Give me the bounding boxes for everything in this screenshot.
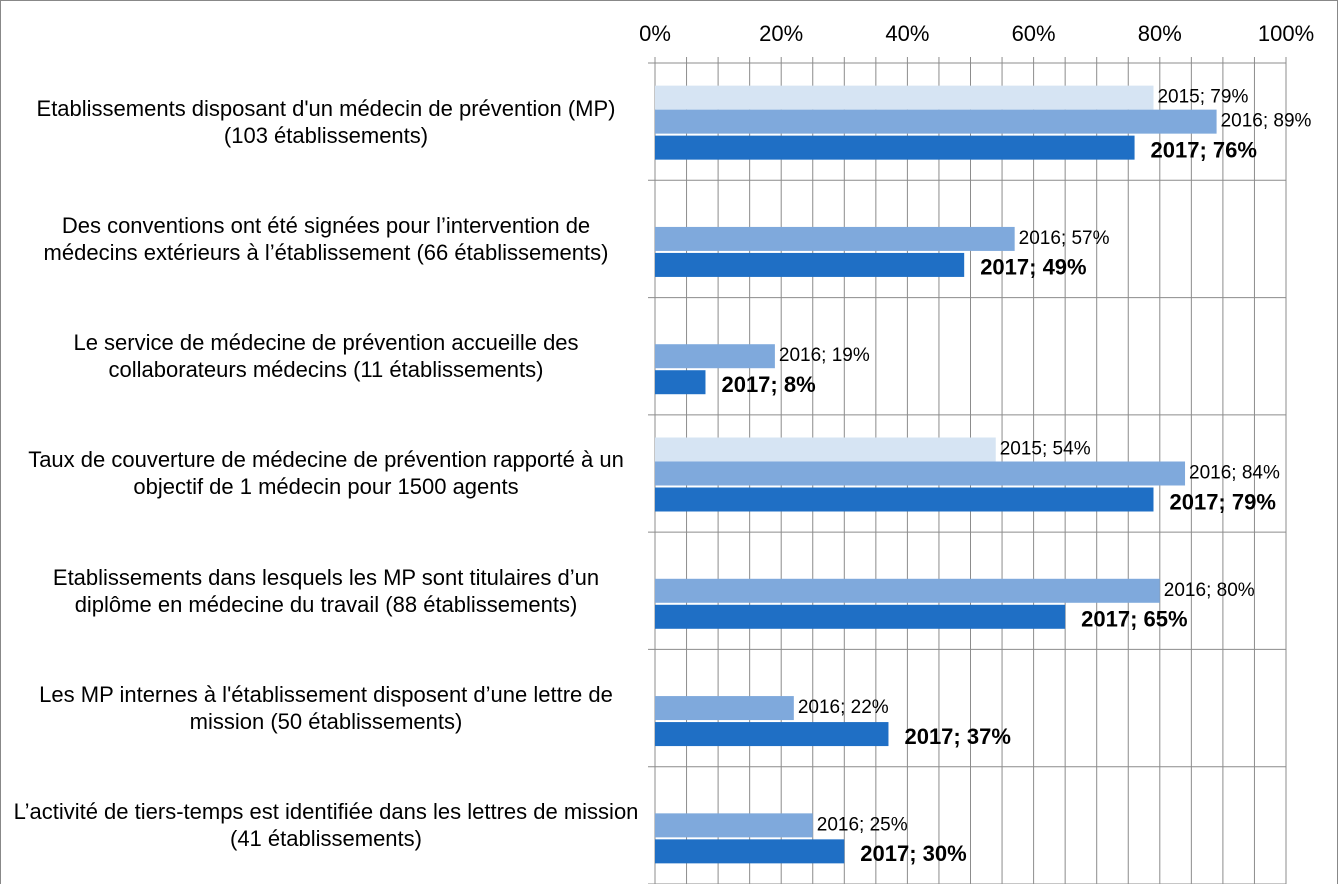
category-label: Des conventions ont été signées pour l’i…: [43, 212, 609, 265]
bar: [655, 578, 1160, 603]
bar: [655, 487, 1154, 512]
category-label: Taux de couverture de médecine de préven…: [28, 447, 624, 500]
x-tick-label: 80%: [1138, 21, 1182, 46]
value-label: 2017; 37%: [904, 724, 1010, 749]
value-label: 2016; 19%: [779, 345, 870, 366]
bar: [655, 604, 1066, 629]
value-label: 2015; 54%: [1000, 439, 1091, 460]
bar: [655, 696, 794, 721]
value-label: 2016; 22%: [798, 697, 889, 718]
x-tick-label: 40%: [885, 21, 929, 46]
value-label: 2016; 89%: [1221, 111, 1312, 132]
bar: [655, 109, 1217, 134]
category-label: Etablissements disposant d'un médecin de…: [36, 95, 616, 148]
bar: [655, 437, 996, 462]
value-label: 2017; 8%: [721, 372, 815, 397]
bar: [655, 813, 813, 838]
category-label: L’activité de tiers-temps est identifiée…: [13, 799, 639, 852]
x-tick-label: 20%: [759, 21, 803, 46]
x-tick-label: 0%: [639, 21, 671, 46]
bar: [655, 839, 845, 864]
x-tick-label: 60%: [1012, 21, 1056, 46]
value-label: 2015; 79%: [1157, 87, 1248, 108]
bar: [655, 226, 1015, 251]
value-label: 2017; 30%: [860, 841, 966, 866]
bar: [655, 722, 889, 747]
bar: [655, 370, 706, 395]
value-label: 2017; 49%: [980, 255, 1086, 280]
category-label: Etablissements dans lesquels les MP sont…: [52, 564, 600, 617]
value-label: 2017; 79%: [1169, 489, 1275, 514]
value-label: 2016; 57%: [1019, 228, 1110, 249]
value-label: 2017; 76%: [1151, 137, 1257, 162]
x-tick-label: 100%: [1258, 21, 1314, 46]
category-label: Le service de médecine de prévention acc…: [73, 330, 579, 383]
bar: [655, 135, 1135, 160]
bar: [655, 252, 965, 277]
bar: [655, 85, 1154, 110]
bar: [655, 344, 775, 369]
value-label: 2016; 25%: [817, 814, 908, 835]
bar: [655, 461, 1186, 486]
category-label: Les MP internes à l'établissement dispos…: [39, 682, 613, 735]
value-label: 2017; 65%: [1081, 607, 1187, 632]
value-label: 2016; 84%: [1189, 463, 1280, 484]
value-label: 2016; 80%: [1164, 580, 1255, 601]
